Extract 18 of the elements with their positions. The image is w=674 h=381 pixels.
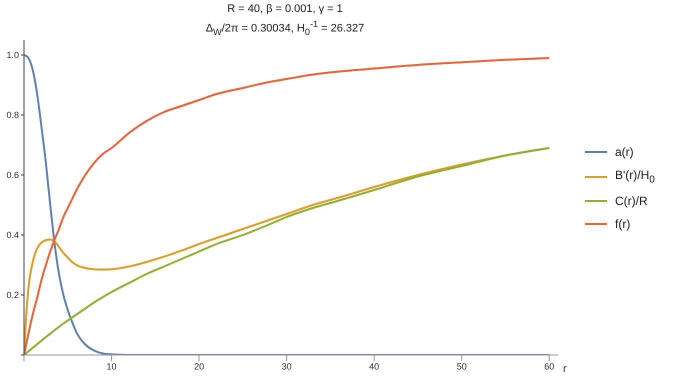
x-tick-label: 10: [106, 361, 117, 372]
x-tick-label: 40: [369, 361, 380, 372]
x-tick-label: 50: [456, 361, 467, 372]
y-tick-label: 1.0: [6, 50, 19, 60]
y-tick-label: 0.8: [6, 110, 19, 120]
x-tick-label: 20: [194, 361, 204, 372]
x-tick-label: 60: [544, 361, 554, 372]
y-tick-label: 0.2: [6, 290, 19, 300]
legend-label: B'(r)/H$_{0}$: [615, 168, 655, 186]
x-tick-label: 30: [282, 361, 292, 372]
legend-label: a(r): [615, 145, 634, 159]
chart-subtitle: Δ$_{W}$/2π = 0.30034, H$_{0}$$^{-1}$ = 26.327: [204, 18, 366, 39]
legend-label: f(r): [615, 217, 630, 232]
y-tick-label: 0.6: [6, 170, 19, 180]
y-tick-label: 0.4: [6, 230, 19, 240]
x-axis-title: r: [563, 362, 567, 375]
legend-label: C(r)/R: [615, 194, 648, 208]
chart-title: R = 40, β = 0.001, γ = 1: [226, 2, 344, 17]
